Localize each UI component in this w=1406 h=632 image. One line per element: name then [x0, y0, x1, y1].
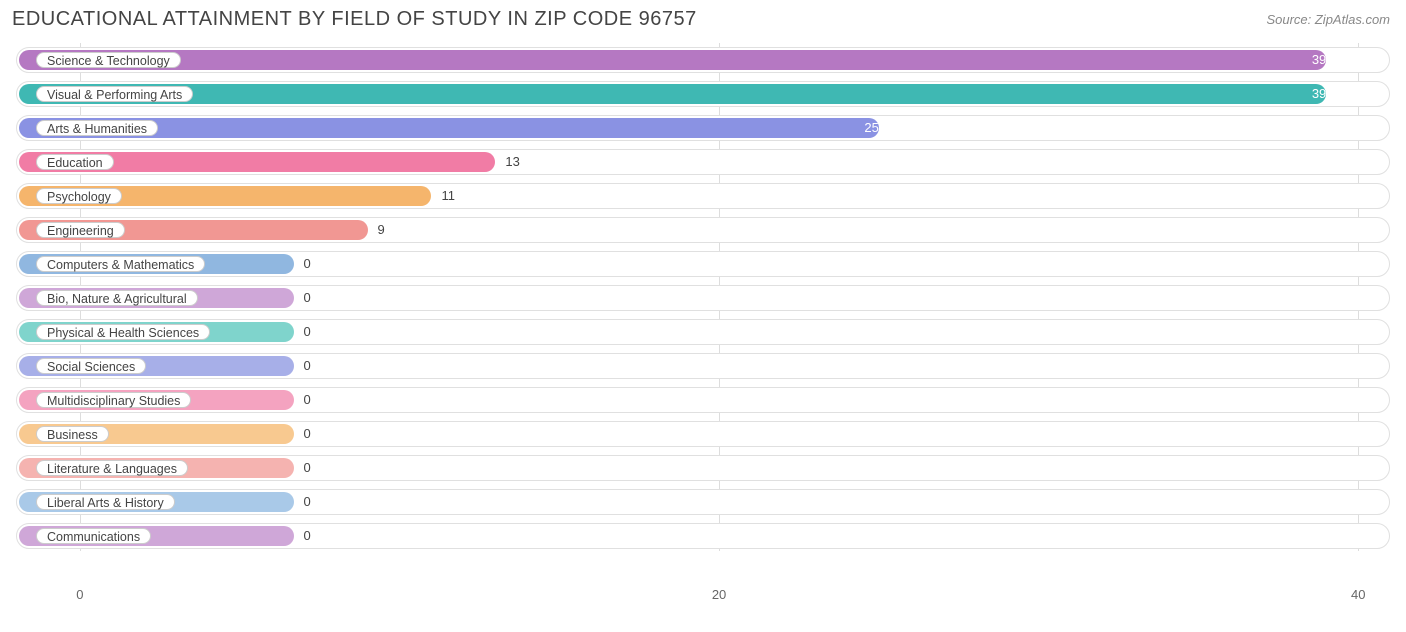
bar-row: Physical & Health Sciences 0 — [16, 315, 1390, 349]
x-axis: 0 20 40 — [16, 587, 1390, 615]
bar-row: Literature & Languages 0 — [16, 451, 1390, 485]
category-pill: Business — [36, 426, 109, 442]
category-pill: Liberal Arts & History — [36, 494, 175, 510]
bar-row: Liberal Arts & History 0 — [16, 485, 1390, 519]
bar-value: 9 — [370, 220, 385, 240]
bar-row: Psychology 11 — [16, 179, 1390, 213]
category-pill: Communications — [36, 528, 151, 544]
bar-row: Multidisciplinary Studies 0 — [16, 383, 1390, 417]
bar-plot: Science & Technology39Visual & Performin… — [16, 43, 1390, 583]
bar-value: 0 — [296, 356, 311, 376]
bar-row: Visual & Performing Arts39 — [16, 77, 1390, 111]
bar-value: 0 — [296, 254, 311, 274]
category-pill: Physical & Health Sciences — [36, 324, 210, 340]
category-pill: Social Sciences — [36, 358, 146, 374]
category-pill: Computers & Mathematics — [36, 256, 205, 272]
x-axis-tick: 20 — [712, 587, 726, 602]
chart-header: EDUCATIONAL ATTAINMENT BY FIELD OF STUDY… — [0, 0, 1406, 37]
category-pill: Engineering — [36, 222, 125, 238]
category-pill: Bio, Nature & Agricultural — [36, 290, 198, 306]
bar-row: Business 0 — [16, 417, 1390, 451]
category-pill: Psychology — [36, 188, 122, 204]
bar-row: Social Sciences 0 — [16, 349, 1390, 383]
bar-value: 0 — [296, 288, 311, 308]
bar-row: Bio, Nature & Agricultural 0 — [16, 281, 1390, 315]
bar-value: 39 — [19, 84, 1326, 104]
bar-value: 0 — [296, 526, 311, 546]
bar-row: Science & Technology39 — [16, 43, 1390, 77]
category-pill: Literature & Languages — [36, 460, 188, 476]
x-axis-tick: 40 — [1351, 587, 1365, 602]
bar-value: 0 — [296, 390, 311, 410]
chart-title: EDUCATIONAL ATTAINMENT BY FIELD OF STUDY… — [12, 8, 697, 31]
bar-value: 0 — [296, 322, 311, 342]
bar-row: Engineering 9 — [16, 213, 1390, 247]
bar-row: Communications 0 — [16, 519, 1390, 553]
bar-row: Computers & Mathematics 0 — [16, 247, 1390, 281]
bar-value: 0 — [296, 492, 311, 512]
bar-row: Education 13 — [16, 145, 1390, 179]
bar-value: 25 — [19, 118, 879, 138]
bar-value: 0 — [296, 458, 311, 478]
x-axis-tick: 0 — [76, 587, 83, 602]
category-pill: Multidisciplinary Studies — [36, 392, 191, 408]
chart-area: Science & Technology39Visual & Performin… — [0, 37, 1406, 615]
bar-row: Arts & Humanities25 — [16, 111, 1390, 145]
bar-value: 11 — [433, 186, 455, 206]
bar-value: 0 — [296, 424, 311, 444]
category-pill: Education — [36, 154, 114, 170]
bar-value: 39 — [19, 50, 1326, 70]
bar-value: 13 — [497, 152, 519, 172]
source-attribution: Source: ZipAtlas.com — [1266, 12, 1390, 27]
